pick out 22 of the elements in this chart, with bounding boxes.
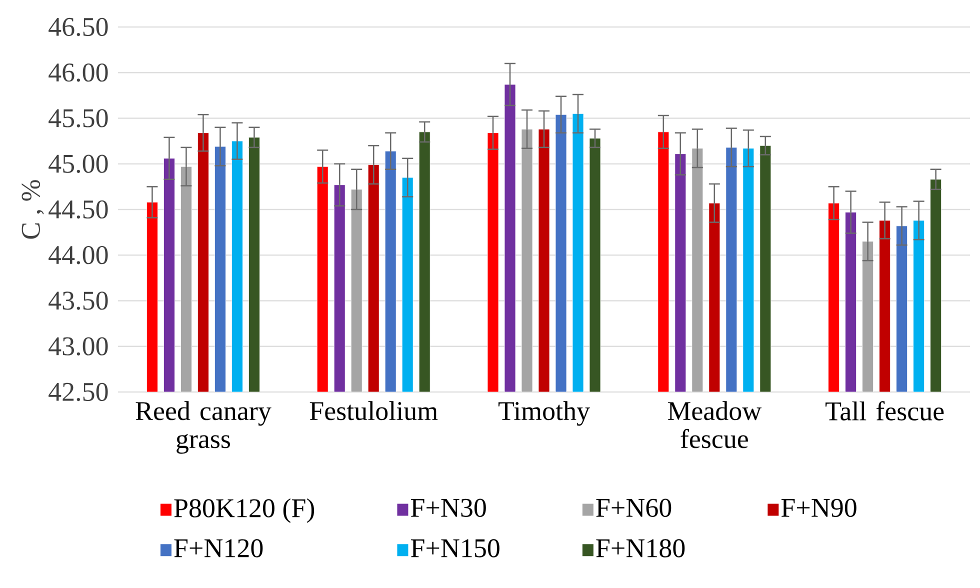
legend-label: F+N30: [410, 498, 486, 517]
legend-label: F+N180: [596, 539, 685, 558]
x-tick-label: Festulolium: [310, 401, 438, 420]
x-tick-label: Meadow fescue: [668, 401, 762, 448]
y-tick-label: 45.00: [48, 154, 108, 174]
y-tick-label: 44.00: [48, 246, 108, 264]
y-tick-label: 42.50: [48, 382, 108, 402]
x-tick-label: Timothy: [498, 401, 590, 426]
legend-label: P80K120 (F): [174, 498, 314, 523]
y-tick-label: 43.50: [48, 292, 108, 310]
y-tick-label: 46.00: [48, 63, 108, 82]
y-tick-label: 44.50: [48, 200, 108, 219]
y-axis-title: C , %: [22, 180, 44, 239]
y-tick-label: 45.50: [48, 109, 108, 128]
legend-label: F+N60: [596, 498, 672, 517]
x-tick-label: Tall fescue: [826, 401, 944, 420]
y-tick-label: 43.00: [48, 337, 108, 356]
legend-label: F+N90: [781, 498, 856, 517]
y-tick-label: 46.50: [48, 18, 108, 36]
legend-label: F+N150: [410, 539, 500, 558]
x-tick-label: Reed canary grass: [136, 401, 272, 454]
legend-label: F+N120: [174, 539, 263, 558]
